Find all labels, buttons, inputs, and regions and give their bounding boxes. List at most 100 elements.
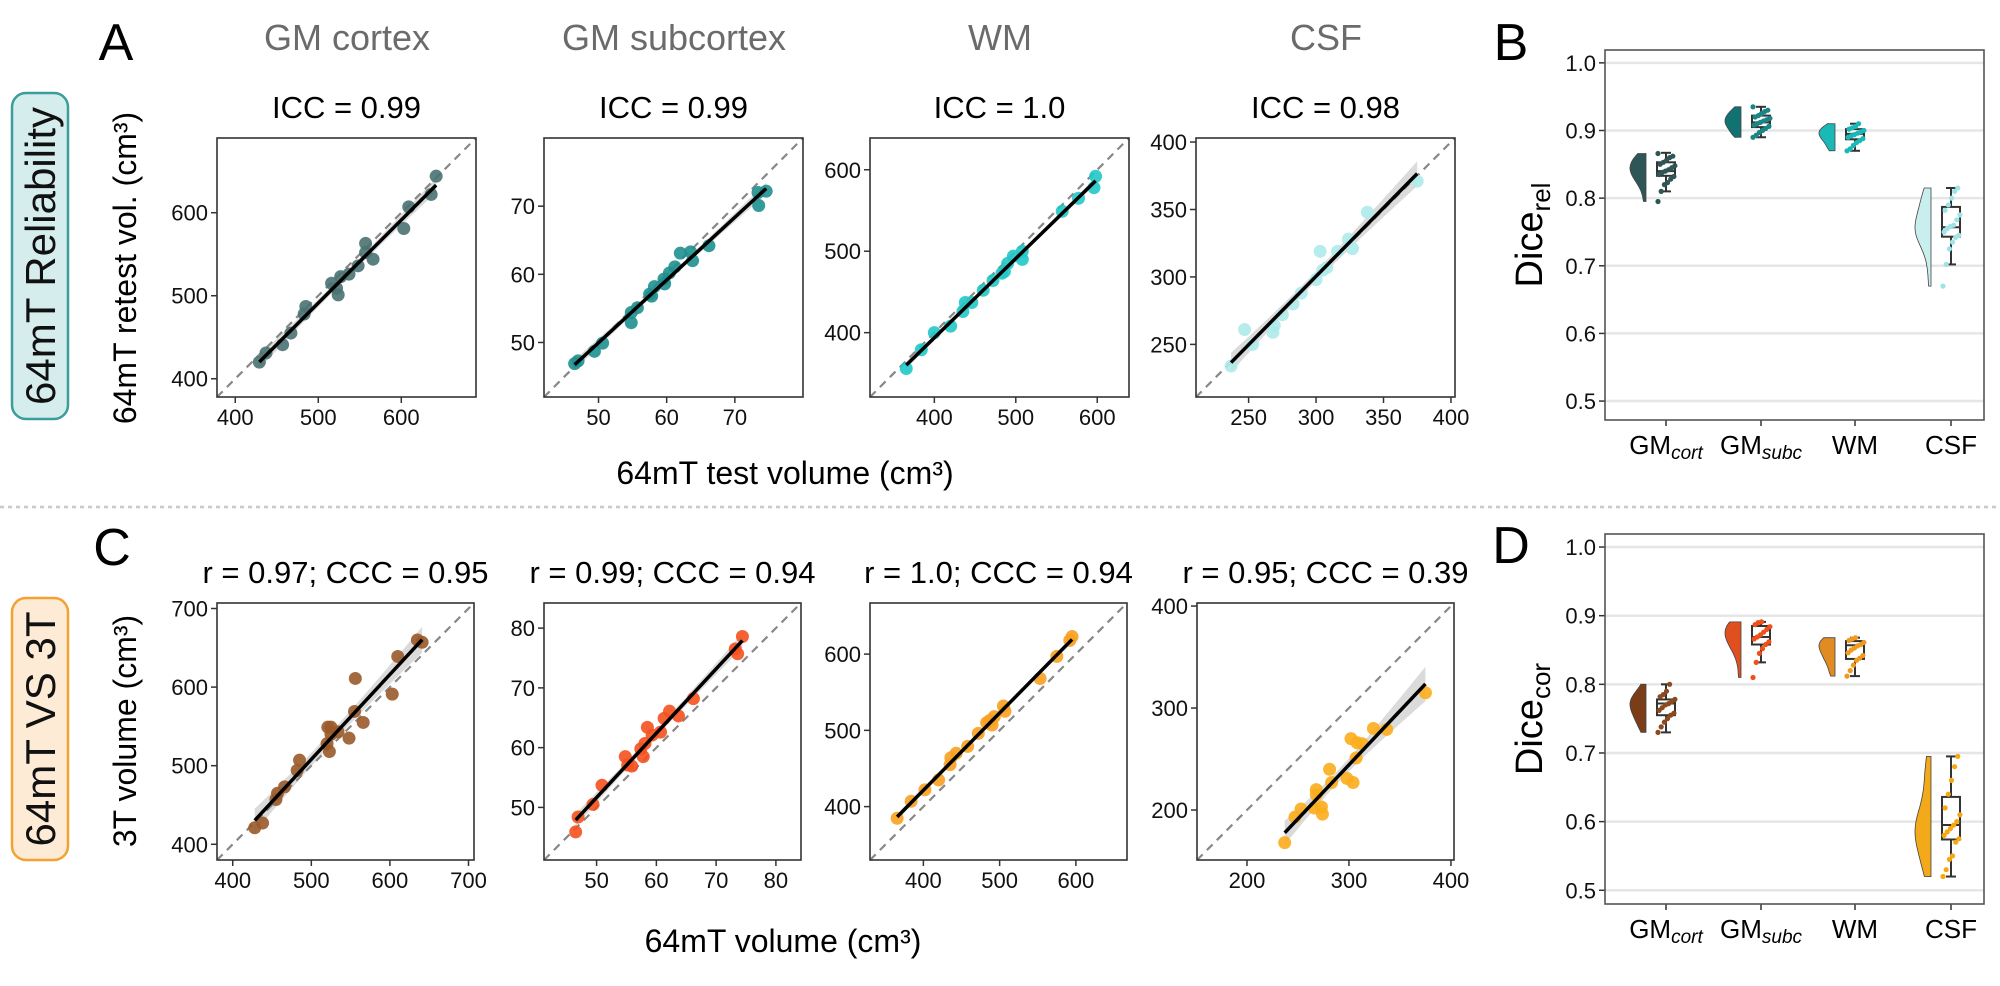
scatter-panel-7: r = 0.95; CCC = 0.39 200 300 400 200 300 400 bbox=[1151, 555, 1469, 893]
y-tick-label: 0.5 bbox=[1565, 389, 1596, 414]
axes-frame bbox=[543, 602, 802, 861]
axes-frame bbox=[543, 137, 804, 398]
category-label-main: CSF bbox=[1925, 914, 1977, 944]
data-point bbox=[998, 704, 1012, 718]
x-tick-label: 350 bbox=[1365, 405, 1402, 430]
x-tick-label: 400 bbox=[214, 868, 251, 893]
jitter-point bbox=[1957, 812, 1963, 818]
y-tick-label: 0.6 bbox=[1565, 810, 1596, 835]
panel-title: ICC = 0.99 bbox=[272, 90, 421, 125]
panel-letter-b: B bbox=[1494, 14, 1529, 72]
scatter-panel-3: ICC = 0.98 250 300 350 400 250 300 350 400 bbox=[1150, 90, 1469, 430]
scatter-panel-5: r = 0.99; CCC = 0.94 50 60 70 80 50 60 70 80 bbox=[511, 555, 816, 893]
jitter-point bbox=[1948, 777, 1955, 784]
y-axis-label-sub: rel bbox=[1526, 183, 1556, 212]
x-tick-label: 600 bbox=[372, 868, 409, 893]
category-label-sub: cort bbox=[1671, 443, 1703, 464]
regression-line bbox=[905, 179, 1097, 367]
y-axis-label-main: Dice bbox=[1509, 211, 1551, 287]
group-2 bbox=[1818, 635, 1867, 679]
y-tick-label: 1.0 bbox=[1565, 535, 1596, 560]
jitter-point bbox=[1951, 822, 1957, 828]
axes-frame bbox=[1604, 533, 1985, 905]
jitter-point bbox=[1860, 136, 1866, 142]
y-axis-label-sub: cor bbox=[1526, 663, 1556, 699]
jitter-point bbox=[1940, 873, 1946, 880]
jitter-point bbox=[1954, 819, 1960, 825]
data-point bbox=[624, 316, 638, 330]
data-point bbox=[673, 246, 687, 260]
plot-area bbox=[217, 138, 476, 397]
x-tick-label: 250 bbox=[1230, 405, 1267, 430]
jitter-point bbox=[1759, 646, 1766, 652]
y-tick-label: 500 bbox=[824, 718, 861, 743]
data-point bbox=[949, 746, 963, 760]
data-point bbox=[256, 816, 270, 830]
half-violin bbox=[1724, 106, 1742, 138]
jitter-point bbox=[1952, 188, 1958, 194]
panel-title: r = 0.95; CCC = 0.39 bbox=[1182, 555, 1468, 590]
x-tick-label: 300 bbox=[1331, 868, 1368, 893]
data-point bbox=[1313, 244, 1327, 258]
y-tick-label: 0.5 bbox=[1565, 878, 1596, 903]
y-tick-label: 400 bbox=[824, 321, 861, 346]
data-point bbox=[1331, 244, 1345, 258]
half-violin bbox=[1724, 621, 1742, 678]
panel-letter-c: C bbox=[93, 519, 131, 577]
x-tick-label: 500 bbox=[981, 868, 1018, 893]
jitter-point bbox=[1946, 856, 1952, 863]
data-point bbox=[391, 649, 405, 663]
data-point bbox=[586, 797, 600, 811]
data-point bbox=[342, 731, 356, 745]
x-tick-label: 400 bbox=[1433, 868, 1470, 893]
jitter-point bbox=[1655, 150, 1661, 157]
jitter-point bbox=[1946, 246, 1952, 252]
jitter-point bbox=[1767, 115, 1773, 121]
row-label-reliability: 64mT Reliability bbox=[10, 91, 70, 421]
data-point bbox=[1238, 323, 1252, 337]
category-label-main: WM bbox=[1832, 914, 1878, 944]
y-tick-label: 0.7 bbox=[1565, 741, 1596, 766]
scatter-panel-6: r = 1.0; CCC = 0.94 400 500 600 400 500 600 bbox=[824, 555, 1133, 893]
jitter-point bbox=[1750, 674, 1756, 681]
scatter-panel-1: ICC = 0.99 50 60 70 50 60 70 bbox=[511, 90, 804, 430]
row-c-x-axis-label: 64mT volume (cm³) bbox=[645, 923, 922, 959]
row-label-comparison-text: 64mT VS 3T bbox=[17, 612, 64, 847]
plot-area bbox=[1197, 603, 1454, 860]
y-axis-label: Dicerel bbox=[1509, 183, 1556, 288]
jitter-point bbox=[1753, 659, 1759, 666]
y-tick-label: 400 bbox=[824, 795, 861, 820]
regression-line bbox=[895, 638, 1074, 819]
x-tick-label: 600 bbox=[1058, 868, 1095, 893]
jitter-point bbox=[1956, 836, 1962, 842]
x-tick-label: 70 bbox=[723, 405, 747, 430]
jitter-point bbox=[1943, 867, 1949, 873]
jitter-point bbox=[1658, 188, 1664, 194]
data-point bbox=[1323, 762, 1337, 776]
regression-line bbox=[573, 187, 768, 366]
x-tick-label: 400 bbox=[217, 405, 254, 430]
y-tick-label: 0.9 bbox=[1565, 118, 1596, 143]
jitter-point bbox=[1655, 729, 1661, 736]
jitter-point bbox=[1955, 753, 1961, 760]
y-tick-label: 300 bbox=[1151, 696, 1188, 721]
row-a-x-axis-label: 64mT test volume (cm³) bbox=[616, 455, 953, 491]
category-label-main: GM bbox=[1720, 430, 1762, 460]
jitter-point bbox=[1756, 650, 1762, 657]
y-tick-label: 50 bbox=[511, 330, 535, 355]
jitter-point bbox=[1765, 107, 1771, 113]
y-tick-label: 400 bbox=[1150, 130, 1187, 155]
jitter-point bbox=[1844, 673, 1850, 679]
scatter-panel-4: r = 0.97; CCC = 0.95 400 500 600 700 400 500 60… bbox=[171, 555, 488, 893]
column-title-gm-subcortex: GM subcortex bbox=[562, 17, 786, 58]
category-label: WM bbox=[1832, 430, 1878, 460]
panel-letter-d: D bbox=[1492, 517, 1530, 575]
y-tick-label: 600 bbox=[171, 675, 208, 700]
jitter-point bbox=[1856, 121, 1862, 127]
data-point bbox=[366, 252, 380, 266]
jitter-point bbox=[1852, 635, 1859, 641]
x-tick-label: 50 bbox=[586, 405, 610, 430]
plot-area bbox=[544, 138, 803, 397]
